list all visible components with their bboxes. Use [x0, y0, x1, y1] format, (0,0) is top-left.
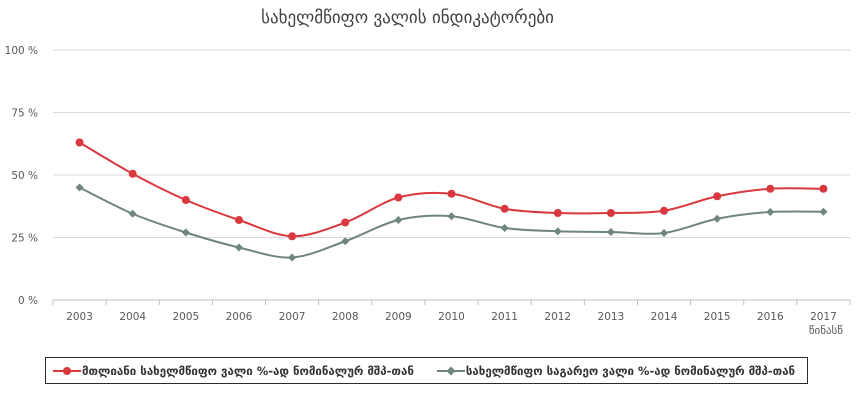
series-layer [75, 138, 828, 262]
data-point[interactable] [394, 216, 403, 224]
data-point[interactable] [75, 183, 84, 192]
y-tick-label: 75 % [11, 108, 38, 120]
data-point[interactable] [553, 227, 562, 236]
data-point[interactable] [819, 207, 828, 216]
x-tick-label: 2009 [385, 311, 412, 323]
x-tick-label: 2016 [757, 311, 784, 323]
x-tick-label: 2012 [544, 311, 571, 323]
series-2 [75, 183, 828, 262]
x-tick-label: 2013 [598, 311, 625, 323]
x-tick-label: 2007 [279, 311, 306, 323]
y-tick-label: 25 % [11, 233, 38, 245]
data-point[interactable] [500, 224, 509, 232]
x-tick-label: 2006 [226, 311, 253, 323]
legend-marker-circle [53, 366, 81, 375]
series-line [79, 141, 824, 238]
data-point[interactable] [447, 189, 456, 198]
legend: მთლიანი სახელმწიფო ვალი %-ად ნომინალურ მ… [45, 357, 808, 384]
x-tick-label: 2008 [332, 311, 359, 323]
legend-label-total-debt: მთლიანი სახელმწიფო ვალი %-ად ნომინალურ მ… [82, 363, 414, 378]
data-point[interactable] [394, 193, 403, 202]
series-1 [75, 138, 828, 241]
data-point[interactable] [128, 209, 137, 218]
y-tick-label: 0 % [18, 295, 38, 307]
data-point[interactable] [713, 192, 722, 201]
data-point[interactable] [553, 209, 562, 217]
data-point[interactable] [234, 243, 243, 252]
data-point[interactable] [181, 228, 190, 237]
x-axis-label: წინასწ [809, 324, 843, 337]
x-tick-label: 2014 [651, 311, 678, 323]
legend-label-external-debt: სახელმწიფო საგარეო ვალი %-ად ნომინალურ მ… [465, 363, 796, 378]
legend-marker-diamond [436, 366, 465, 375]
data-point[interactable] [128, 169, 137, 178]
data-point[interactable] [341, 218, 350, 227]
x-tick-label: 2010 [438, 311, 465, 323]
data-point[interactable] [660, 206, 669, 215]
y-tick-label: 100 % [5, 45, 38, 57]
data-point[interactable] [500, 204, 509, 213]
x-tick-label: 2011 [491, 311, 518, 323]
y-tick-label: 50 % [11, 170, 38, 182]
x-tick-label: 2015 [704, 311, 731, 323]
data-point[interactable] [447, 212, 456, 221]
data-point[interactable] [288, 232, 297, 241]
legend-item-total-debt[interactable]: მთლიანი სახელმწიფო ვალი %-ად ნომინალურ მ… [52, 358, 414, 383]
x-tick-label: 2003 [66, 311, 93, 323]
data-point[interactable] [660, 229, 669, 237]
data-point[interactable] [75, 138, 84, 147]
x-tick-label: 2005 [172, 311, 199, 323]
data-point[interactable] [606, 228, 615, 236]
data-point[interactable] [288, 253, 297, 262]
data-point[interactable] [606, 209, 615, 217]
chart-title: სახელმწიფო ვალის ინდიკატორები [261, 8, 554, 28]
axis-layer: 0 % 25 % 50 % 75 % 100 % 2003 2004 2005 2006 2007… [5, 45, 851, 323]
data-point[interactable] [766, 184, 775, 193]
data-point[interactable] [819, 184, 828, 193]
x-tick-label: 2004 [119, 311, 146, 323]
grid-layer [53, 49, 850, 301]
legend-item-external-debt[interactable]: სახელმწიფო საგარეო ვალი %-ად ნომინალურ მ… [436, 358, 795, 383]
data-point[interactable] [234, 216, 243, 224]
data-point[interactable] [181, 196, 190, 204]
x-tick-label: 2017 [810, 311, 837, 323]
data-point[interactable] [766, 208, 775, 216]
data-point[interactable] [341, 237, 350, 246]
data-point[interactable] [713, 214, 722, 223]
